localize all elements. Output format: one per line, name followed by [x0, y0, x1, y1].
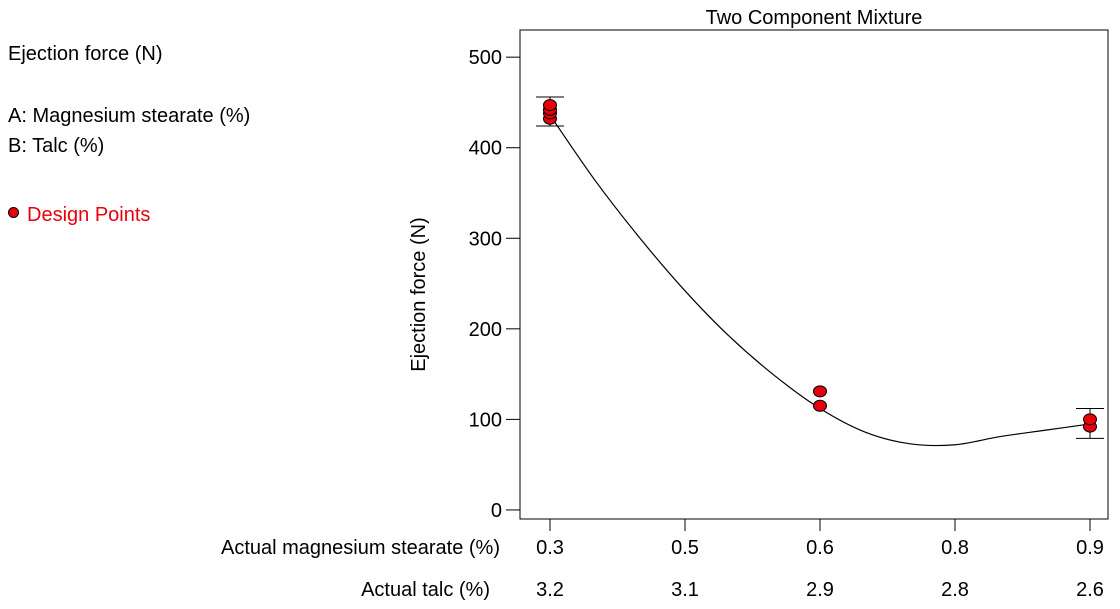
x-tick-label: 0.5 [671, 537, 699, 559]
x-axis: 0.3 3.2 0.5 3.1 0.6 2.9 0.8 2.8 0.9 2.6 [536, 519, 1104, 601]
y-axis: 0 100 200 300 400 500 [469, 47, 520, 522]
y-tick-label: 300 [469, 228, 502, 250]
y-axis-label: Ejection force (N) [408, 217, 430, 372]
factor-b-label: B: Talc (%) [8, 135, 105, 157]
response-label: Ejection force (N) [8, 43, 163, 65]
legend-design-points: Design Points [8, 204, 150, 227]
x2-tick-label: 2.8 [941, 579, 969, 601]
factor-a-label: A: Magnesium stearate (%) [8, 105, 251, 127]
x-tick-label: 0.9 [1076, 537, 1104, 559]
plot-frame [519, 29, 1109, 520]
x-axis-label: Actual magnesium stearate (%) [221, 537, 500, 559]
x2-tick-label: 2.9 [806, 579, 834, 601]
design-point [813, 385, 827, 398]
design-point [1083, 413, 1097, 426]
x2-tick-label: 3.2 [536, 579, 564, 601]
chart-title: Two Component Mixture [706, 7, 923, 29]
design-point [813, 399, 827, 412]
x-tick-label: 0.8 [941, 537, 969, 559]
x-tick-label: 0.6 [806, 537, 834, 559]
x2-axis-label: Actual talc (%) [361, 579, 490, 601]
x2-tick-label: 3.1 [671, 579, 699, 601]
design-point-marker-icon [8, 207, 19, 218]
design-points [543, 99, 1097, 433]
y-tick-label: 500 [469, 47, 502, 69]
design-point [543, 99, 557, 112]
y-tick-label: 200 [469, 319, 502, 341]
y-tick-label: 100 [469, 409, 502, 431]
x2-tick-label: 2.6 [1076, 579, 1104, 601]
y-tick-label: 400 [469, 138, 502, 160]
legend-label: Design Points [27, 204, 151, 226]
y-tick-label: 0 [491, 500, 502, 522]
x-tick-label: 0.3 [536, 537, 564, 559]
